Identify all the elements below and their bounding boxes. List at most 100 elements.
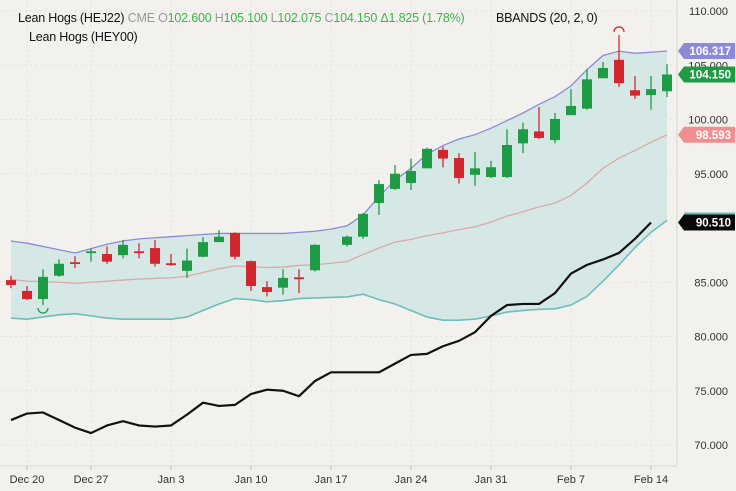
candle-body (534, 131, 544, 138)
candle (534, 107, 544, 140)
candle-body (230, 232, 240, 257)
candle-body (86, 251, 96, 254)
candle (134, 243, 144, 259)
low-value: 102.075 (277, 11, 322, 25)
main-series-legend[interactable]: Lean Hogs (HEJ22) CME O102.600 H105.100 … (18, 11, 465, 25)
markers (37, 26, 625, 314)
x-tick-label: Dec 27 (74, 474, 109, 486)
second-series-legend[interactable]: Lean Hogs (HEY00) (29, 30, 138, 44)
close-label: C (324, 11, 334, 25)
y-tick-label: 95.000 (694, 169, 728, 181)
high-marker (613, 26, 625, 32)
candle-body (342, 236, 352, 245)
candle-body (6, 280, 16, 285)
open-value: 102.600 (167, 11, 212, 25)
candle-body (454, 158, 464, 179)
candle-body (150, 248, 160, 264)
candle-body (118, 244, 128, 256)
y-axis[interactable]: 110.000105.000100.00095.00085.00080.0007… (688, 6, 728, 452)
candle (86, 248, 96, 262)
candle (374, 180, 384, 215)
high-value: 105.100 (223, 11, 268, 25)
x-axis[interactable]: Dec 20 Dec 27 Jan 3 Jan 10 Jan 17 Jan 24 Jan 3… (10, 466, 669, 486)
candle-body (166, 263, 176, 266)
candle-body (246, 261, 256, 287)
candle-body (598, 67, 608, 79)
candle-body (70, 262, 80, 264)
candle (566, 89, 576, 116)
x-tick-label: Feb 7 (557, 474, 585, 486)
close-value: 104.150 (333, 11, 378, 25)
x-tick-label: Jan 3 (158, 474, 185, 486)
bollinger-band-fill (11, 50, 667, 321)
candle-body (422, 148, 432, 169)
candle (406, 158, 416, 191)
x-tick-label: Feb 14 (634, 474, 668, 486)
candle-body (374, 184, 384, 204)
candle-body (566, 105, 576, 116)
candle-body (390, 173, 400, 189)
y-tick-label: 110.000 (689, 6, 728, 18)
candle-body (486, 167, 496, 178)
candle (262, 281, 272, 297)
indicator-legend[interactable]: BBANDS (20, 2, 0) (496, 11, 598, 25)
candle (198, 237, 208, 258)
candle (582, 69, 592, 110)
hey00-badge (678, 214, 735, 231)
candle (38, 269, 48, 306)
low-label: L (270, 11, 278, 25)
exchange: CME (127, 11, 155, 25)
candle (342, 235, 352, 247)
candle (646, 76, 656, 110)
candle (102, 246, 112, 264)
x-tick-label: Jan 17 (314, 474, 347, 486)
candle-body (278, 277, 288, 288)
candle (166, 254, 176, 266)
candle (486, 160, 496, 179)
hey00-badge-value: 90.510 (696, 217, 731, 229)
high-label: H (214, 11, 224, 25)
candle-body (22, 290, 32, 300)
candle (630, 76, 640, 99)
candle-body (102, 254, 112, 262)
x-tick-label: Dec 20 (10, 474, 45, 486)
candle (470, 152, 480, 186)
candle-body (550, 118, 560, 141)
candle (358, 212, 368, 239)
candle (550, 112, 560, 144)
candle (54, 259, 64, 277)
upper-band-line (10, 50, 668, 254)
candle (118, 239, 128, 259)
candle (150, 239, 160, 267)
candle-body (198, 242, 208, 257)
candle (454, 153, 464, 184)
candle (182, 248, 192, 278)
candle (614, 34, 624, 87)
y-tick-label: 70.000 (694, 440, 728, 452)
candles (6, 34, 672, 306)
price-badges: 106.317 104.150 98.593 90.510 (678, 42, 735, 231)
x-tick-label: Jan 31 (474, 474, 507, 486)
candle-body (406, 171, 416, 183)
upper-band-badge-value: 106.317 (689, 46, 731, 58)
candle-body (262, 287, 272, 293)
x-tick-label: Jan 24 (394, 474, 427, 486)
candle-body (134, 251, 144, 254)
upper-band-badge (678, 42, 735, 59)
candle (310, 244, 320, 272)
candle-body (294, 277, 304, 280)
candle-body (662, 74, 672, 92)
candle-body (646, 89, 656, 96)
candle (214, 230, 224, 243)
candle (422, 147, 432, 169)
candle (438, 146, 448, 168)
candle (598, 61, 608, 79)
middle-band-badge-value: 98.593 (696, 130, 731, 142)
close-badge-value: 104.150 (689, 69, 731, 81)
change-value: Δ1.825 (1.78%) (380, 11, 465, 25)
candle (502, 129, 512, 179)
candle (230, 232, 240, 260)
low-marker (37, 307, 49, 314)
hey00-line (10, 221, 652, 435)
